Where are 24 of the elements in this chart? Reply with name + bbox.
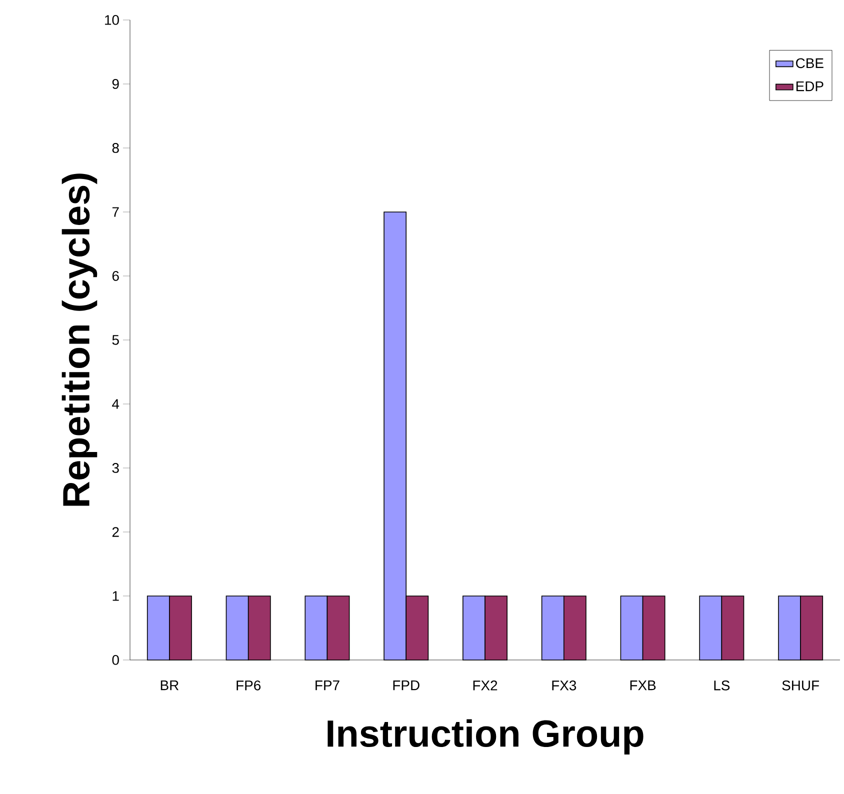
y-axis-title: Repetition (cycles) xyxy=(62,174,98,506)
y-tick-label: 0 xyxy=(112,655,119,665)
y-tick-label: 7 xyxy=(112,207,119,217)
y-tick-label: 1 xyxy=(112,591,119,601)
x-tick-label: FP6 xyxy=(236,680,261,690)
x-tick-label: BR xyxy=(160,680,178,690)
x-tick-label: FX3 xyxy=(552,680,576,690)
legend-label: EDP xyxy=(796,81,824,92)
y-tick-label: 9 xyxy=(112,79,119,89)
y-tick-label: 5 xyxy=(112,335,119,345)
y-tick-label: 3 xyxy=(112,463,119,473)
y-tick-label: 10 xyxy=(105,15,119,25)
x-tick-label: FXB xyxy=(630,680,656,690)
y-tick-label: 6 xyxy=(112,271,119,281)
legend-label: CBE xyxy=(796,58,824,68)
y-tick-label: 4 xyxy=(112,399,120,409)
x-tick-label: SHUF xyxy=(782,680,819,690)
x-axis-title: Instruction Group xyxy=(328,719,644,755)
x-tick-label: LS xyxy=(714,680,730,690)
y-tick-label: 8 xyxy=(112,143,119,153)
x-tick-label: FP7 xyxy=(316,680,340,690)
x-tick-label: FPD xyxy=(393,680,420,690)
x-tick-label: FX2 xyxy=(473,680,498,690)
y-tick-label: 2 xyxy=(112,527,119,537)
